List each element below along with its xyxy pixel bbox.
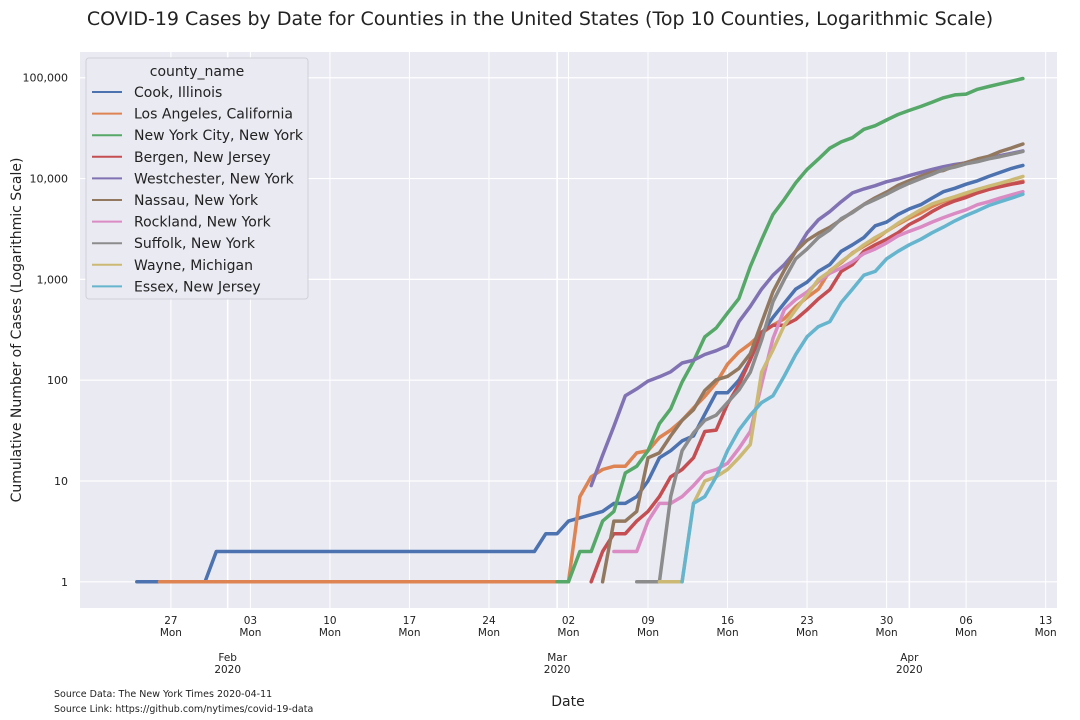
legend-label: Westchester, New York (134, 171, 295, 187)
x-tick-day-label: 06 (959, 615, 973, 627)
x-tick-day-label: 02 (562, 615, 575, 627)
x-tick-weekday-label: Mon (876, 627, 898, 639)
x-tick-weekday-label: Mon (557, 627, 579, 639)
legend-label: Bergen, New Jersey (134, 150, 271, 166)
x-tick-weekday-label: Mon (478, 627, 500, 639)
x-month-label: Feb (218, 652, 237, 664)
y-tick-label: 10,000 (30, 173, 69, 186)
x-tick-weekday-label: Mon (1035, 627, 1057, 639)
y-tick-label: 100,000 (23, 72, 69, 85)
x-axis: 27Mon03Mon10Mon17Mon24Mon02Mon09Mon16Mon… (160, 615, 1057, 676)
x-tick-day-label: 24 (482, 615, 496, 627)
series-line (589, 180, 1025, 584)
x-tick-weekday-label: Mon (398, 627, 420, 639)
series-line (555, 76, 1025, 584)
x-year-label: 2020 (896, 664, 923, 676)
y-tick-label: 1 (61, 576, 68, 589)
x-tick-day-label: 17 (403, 615, 416, 627)
x-tick-weekday-label: Mon (796, 627, 818, 639)
x-tick-day-label: 16 (721, 615, 735, 627)
legend-label: Suffolk, New York (134, 236, 256, 252)
legend-label: Wayne, Michigan (134, 258, 253, 274)
x-tick-weekday-label: Mon (319, 627, 341, 639)
x-year-label: 2020 (544, 664, 571, 676)
x-tick-weekday-label: Mon (160, 627, 182, 639)
series-line (657, 174, 1025, 584)
x-tick-day-label: 27 (164, 615, 177, 627)
legend-label: Los Angeles, California (134, 107, 293, 123)
legend-frame (85, 57, 309, 300)
series-layer (135, 76, 1025, 584)
y-axis: 1 10 100 1,000 10,000 100,000 (23, 72, 69, 589)
x-month-label: Mar (547, 652, 567, 664)
x-tick-weekday-label: Mon (716, 627, 738, 639)
x-tick-day-label: 03 (244, 615, 257, 627)
legend-items: Cook, Illinois Los Angeles, California New… (92, 85, 304, 295)
x-tick-day-label: 10 (323, 615, 336, 627)
y-tick-label: 100 (47, 374, 68, 387)
x-year-label: 2020 (214, 664, 241, 676)
x-tick-weekday-label: Mon (239, 627, 261, 639)
legend-label: Essex, New Jersey (134, 279, 261, 295)
x-axis-label: Date (551, 694, 584, 710)
legend-label: Rockland, New York (134, 215, 272, 231)
x-month-label: Apr (900, 652, 919, 664)
series-line (634, 149, 1025, 584)
legend-label: New York City, New York (134, 128, 304, 144)
legend: county_name Cook, Illinois Los Angeles, C… (85, 57, 309, 300)
x-tick-weekday-label: Mon (955, 627, 977, 639)
legend-title: county_name (150, 64, 245, 80)
x-tick-day-label: 09 (641, 615, 654, 627)
legend-label: Nassau, New York (134, 193, 259, 209)
x-tick-day-label: 23 (800, 615, 813, 627)
series-line (589, 149, 1025, 488)
series-line (680, 192, 1025, 584)
y-axis-label: Cumulative Number of Cases (Logarithmic … (9, 158, 25, 503)
source-link-note: Source Link: https://github.com/nytimes/… (54, 704, 314, 715)
legend-label: Cook, Illinois (134, 85, 222, 101)
y-tick-label: 10 (54, 475, 68, 488)
x-tick-day-label: 13 (1039, 615, 1052, 627)
x-tick-day-label: 30 (880, 615, 893, 627)
x-tick-weekday-label: Mon (637, 627, 659, 639)
source-data-note: Source Data: The New York Times 2020-04-… (54, 689, 273, 700)
chart-title: COVID-19 Cases by Date for Counties in t… (86, 8, 994, 30)
y-tick-label: 1,000 (37, 273, 69, 286)
